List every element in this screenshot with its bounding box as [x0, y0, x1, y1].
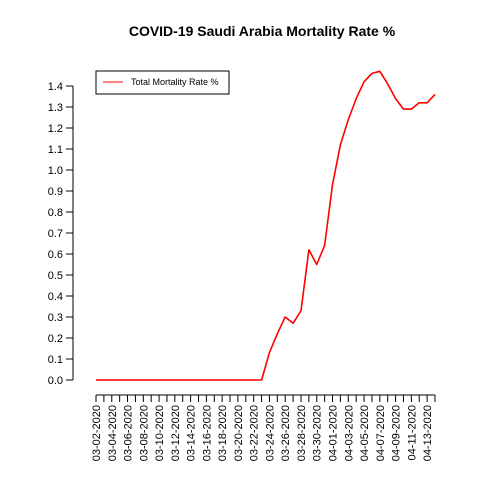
x-tick-label: 03-14-2020 [186, 405, 198, 461]
y-tick-label: 1.1 [48, 144, 63, 156]
series-line-total-mortality-rate [96, 70, 436, 381]
legend-label: Total Mortality Rate % [131, 77, 219, 87]
x-tick-label: 03-04-2020 [107, 405, 119, 461]
y-tick-label: 0.6 [48, 249, 63, 261]
x-tick-label: 03-02-2020 [91, 405, 103, 461]
x-tick-label: 03-16-2020 [201, 405, 213, 461]
x-tick-label: 04-13-2020 [422, 405, 434, 461]
y-tick-label: 0.5 [48, 270, 63, 282]
x-tick-label: 04-11-2020 [406, 405, 418, 460]
x-tick-label: 03-24-2020 [264, 405, 276, 461]
legend: Total Mortality Rate % [95, 70, 230, 95]
x-tick-label: 03-20-2020 [233, 405, 245, 461]
y-tick-label: 0.4 [48, 291, 63, 303]
x-axis: 03-02-2020 03-04-2020 03-06-2020 03-08-2020… [91, 394, 436, 461]
y-axis: 0.0 0.1 0.2 0.3 0.4 0.5 0.6 0.7 0.8 0.9 1.0 1.1 1.2 1… [48, 81, 74, 387]
x-tick-label: 04-01-2020 [328, 405, 340, 461]
x-tick-label: 04-05-2020 [359, 405, 371, 461]
y-tick-label: 1.2 [48, 123, 63, 135]
x-tick-label: 03-26-2020 [280, 405, 292, 461]
x-tick-label: 03-22-2020 [249, 405, 261, 461]
x-tick-label: 04-09-2020 [391, 405, 403, 461]
x-tick-label: 03-12-2020 [170, 405, 182, 461]
chart-title: COVID-19 Saudi Arabia Mortality Rate % [129, 23, 396, 39]
x-tick-label: 03-08-2020 [138, 405, 150, 461]
x-tick-label: 03-30-2020 [312, 405, 324, 461]
y-tick-label: 0.3 [48, 312, 63, 324]
x-tick-label: 03-06-2020 [123, 405, 135, 461]
y-tick-label: 0.1 [48, 354, 63, 366]
y-tick-label: 1.4 [48, 81, 63, 93]
y-tick-label: 0.9 [48, 186, 63, 198]
y-tick-label: 0.0 [48, 375, 63, 387]
x-tick-label: 03-28-2020 [296, 405, 308, 461]
y-tick-label: 1.3 [48, 102, 63, 114]
series-layer [96, 70, 436, 381]
y-tick-label: 0.2 [48, 333, 63, 345]
x-tick-label: 04-03-2020 [343, 405, 355, 461]
x-tick-label: 03-18-2020 [217, 405, 229, 461]
y-tick-label: 0.7 [48, 228, 63, 240]
x-tick-label: 03-10-2020 [154, 405, 166, 461]
y-tick-label: 0.8 [48, 207, 63, 219]
legend-box [95, 70, 230, 95]
x-tick-label: 04-07-2020 [375, 405, 387, 461]
y-tick-label: 1.0 [48, 165, 63, 177]
